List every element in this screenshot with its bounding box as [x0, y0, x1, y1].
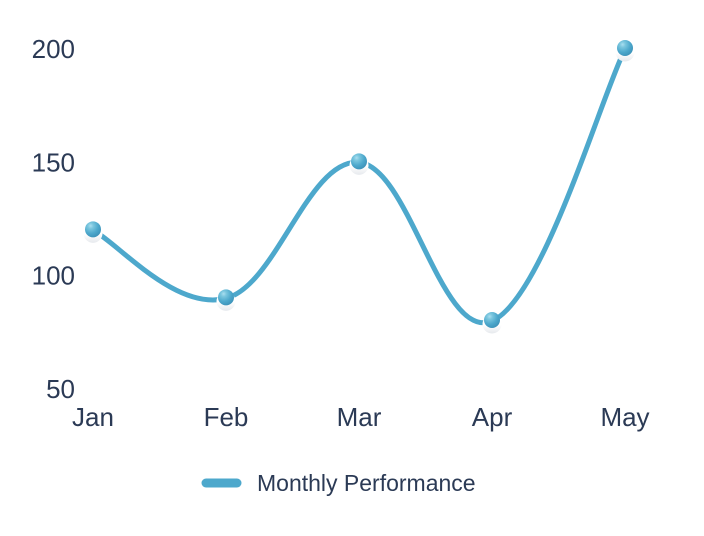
x-axis-tick-label: Jan	[72, 402, 114, 432]
y-axis-tick-label: 100	[32, 261, 75, 291]
data-point-marker-feb[interactable]	[216, 289, 236, 311]
legend-label: Monthly Performance	[257, 470, 476, 496]
x-axis: Jan Feb Mar Apr May	[72, 402, 650, 432]
data-point-markers	[83, 40, 635, 334]
x-axis-tick-label: Feb	[204, 402, 249, 432]
marker-ball	[351, 153, 367, 170]
marker-ball	[484, 312, 500, 328]
data-point-marker-mar[interactable]	[349, 153, 369, 175]
marker-ball	[218, 289, 234, 306]
data-point-marker-may[interactable]	[615, 40, 635, 62]
data-point-marker-jan[interactable]	[83, 221, 103, 243]
y-axis-tick-label: 200	[32, 34, 75, 64]
data-point-marker-apr[interactable]	[482, 312, 502, 334]
y-axis: 50 100 150 200	[32, 34, 75, 404]
x-axis-tick-label: Apr	[472, 402, 513, 432]
x-axis-tick-label: May	[600, 402, 649, 432]
x-axis-tick-label: Mar	[337, 402, 382, 432]
legend[interactable]: Monthly Performance	[201, 470, 476, 496]
y-axis-tick-label: 50	[46, 374, 75, 404]
series-line	[90, 46, 628, 326]
y-axis-tick-label: 150	[32, 147, 75, 177]
marker-ball	[617, 40, 633, 56]
marker-ball	[85, 221, 101, 238]
